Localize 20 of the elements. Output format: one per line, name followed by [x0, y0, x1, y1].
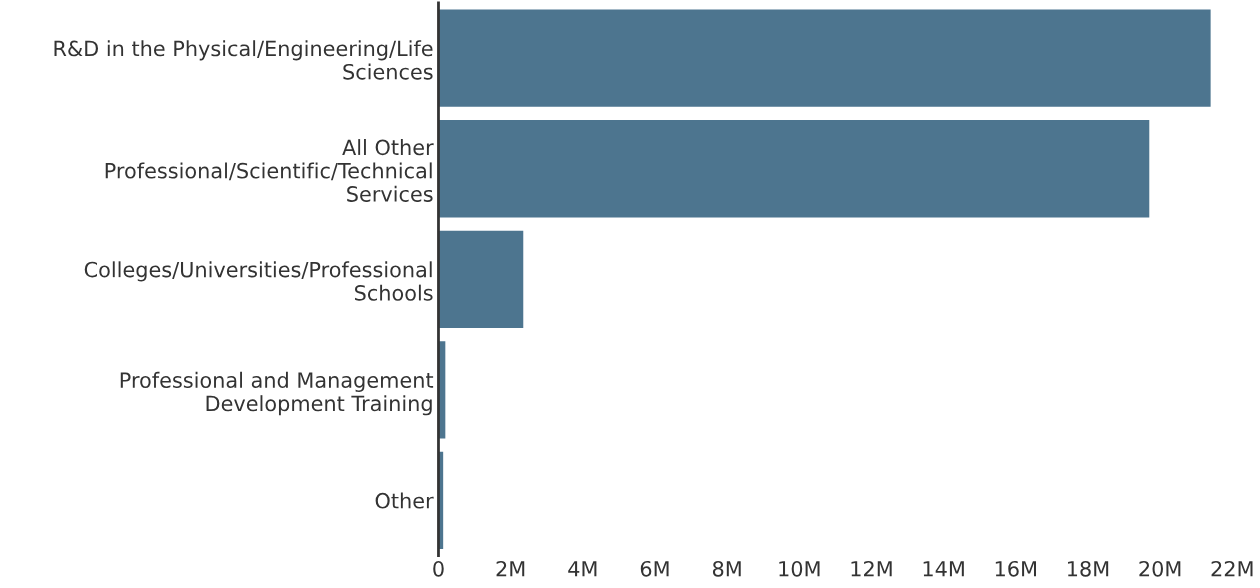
x-tick-label: 2M: [496, 560, 525, 577]
x-tick-label: 4M: [568, 561, 597, 577]
y-tick-label: All Other Professional/Scientific/Technical Services: [105, 139, 434, 202]
x-tick-label: 0: [433, 560, 444, 577]
y-tick-label: R&D in the Physical/Engineering/Life Sciences: [54, 40, 433, 80]
y-tick-label: Colleges/Universities/Professional Schools: [84, 261, 433, 301]
x-tick-label: 8M: [712, 560, 741, 577]
x-tick-label: 22M: [1211, 560, 1253, 577]
bar: [438, 120, 1150, 218]
x-tick-label: 6M: [640, 560, 669, 577]
x-tick-label: 10M: [779, 560, 820, 577]
bar: [438, 9, 1211, 107]
x-tick-label: 14M: [923, 561, 964, 577]
bar: [438, 230, 524, 328]
y-tick-label: Other: [375, 492, 434, 509]
x-tick-label: 18M: [1068, 560, 1109, 577]
x-tick-label: 12M: [851, 560, 892, 577]
x-tick-label: 20M: [1139, 560, 1181, 577]
x-tick-label: 16M: [995, 560, 1036, 577]
y-tick-label: Professional and Management Development Training: [120, 371, 434, 416]
